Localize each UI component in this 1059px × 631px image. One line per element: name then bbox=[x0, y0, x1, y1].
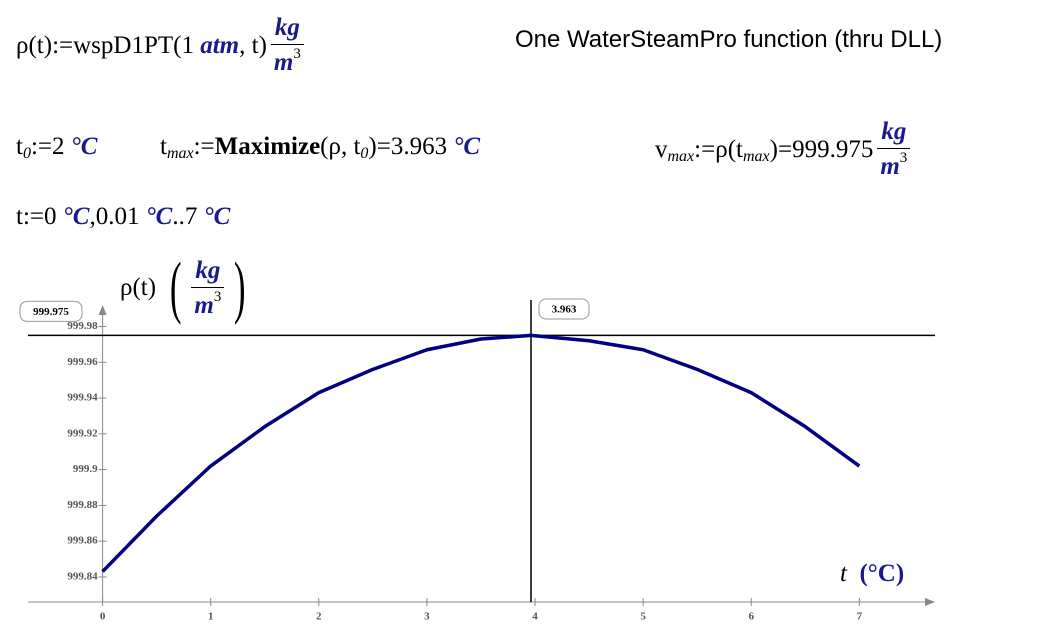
x-axis-arrow bbox=[925, 598, 935, 606]
math: (1 bbox=[173, 31, 201, 59]
y-axis-label: ρ(t) ( kg m3 ) bbox=[120, 249, 246, 326]
subscript: 0 bbox=[22, 145, 31, 162]
y-axis-arrow bbox=[98, 305, 107, 315]
x-tick-label: 6 bbox=[748, 611, 754, 623]
unit-fraction: kg m3 bbox=[270, 14, 304, 77]
result: 3.963 bbox=[390, 133, 448, 160]
y-tick-label: 999.92 bbox=[67, 427, 98, 439]
subscript: max bbox=[667, 147, 695, 165]
equation: t 0:= 2 °C bbox=[16, 133, 98, 162]
math: = bbox=[777, 135, 793, 163]
math: v bbox=[655, 135, 668, 163]
math: , bbox=[89, 203, 96, 230]
equation: t max:= Maximize (ρ, t 0) = 3.963 °C bbox=[160, 133, 481, 162]
subscript: 0 bbox=[360, 145, 369, 162]
x-tick-label: 7 bbox=[857, 611, 863, 623]
x-tick-label: 5 bbox=[640, 611, 646, 623]
math: ρ(t) bbox=[16, 31, 53, 59]
exponent: 3 bbox=[899, 150, 908, 166]
unit: m bbox=[273, 49, 294, 76]
unit: m bbox=[880, 153, 900, 180]
math: Maximize bbox=[214, 133, 321, 160]
marker-label-box bbox=[19, 300, 83, 322]
math: t bbox=[840, 560, 847, 587]
math: ρ bbox=[715, 135, 728, 163]
unit: °C bbox=[453, 133, 481, 160]
unit: °C bbox=[203, 203, 231, 230]
marker-label-box bbox=[538, 298, 590, 320]
unit: °C bbox=[62, 203, 90, 230]
unit: kg bbox=[877, 118, 911, 149]
marker-label: 999.975 bbox=[33, 306, 69, 318]
exponent: 3 bbox=[213, 288, 222, 305]
unit-fraction: kg m3 bbox=[191, 257, 225, 320]
y-tick-label: 999.9 bbox=[73, 463, 98, 475]
x-axis-label: t (°C) bbox=[840, 560, 904, 588]
y-tick-label: 999.94 bbox=[67, 392, 98, 404]
math: := bbox=[22, 203, 44, 230]
math: := bbox=[30, 133, 52, 160]
math: 7 bbox=[184, 203, 198, 230]
math: t bbox=[16, 203, 23, 230]
math: 0 bbox=[44, 203, 57, 230]
math: ) bbox=[368, 133, 377, 160]
unit: m bbox=[194, 291, 214, 319]
y-tick-label: 999.84 bbox=[67, 570, 98, 582]
unit: atm bbox=[200, 31, 240, 59]
y-tick-label: 999.96 bbox=[67, 356, 98, 368]
note: One WaterSteamPro function (thru DLL) bbox=[515, 26, 943, 53]
math: , t) bbox=[239, 31, 267, 59]
math: .. bbox=[172, 203, 185, 230]
subscript: max bbox=[166, 145, 194, 162]
unit: kg bbox=[270, 14, 304, 45]
unit: °C bbox=[70, 133, 98, 160]
x-tick-label: 4 bbox=[532, 611, 538, 623]
math: wspD1PT bbox=[73, 31, 174, 59]
x-tick-label: 1 bbox=[208, 611, 214, 623]
equation: t:= 0 °C, 0.01 °C.. 7 °C bbox=[16, 203, 230, 231]
unit: °C bbox=[145, 203, 173, 230]
unit: kg bbox=[191, 257, 225, 288]
math: := bbox=[193, 133, 215, 160]
result: 999.975 bbox=[792, 135, 874, 163]
math: (t bbox=[727, 135, 743, 163]
x-tick-label: 2 bbox=[316, 611, 322, 623]
y-tick-label: 999.98 bbox=[67, 320, 98, 332]
exponent: 3 bbox=[293, 46, 301, 62]
unit-fraction: kg m3 bbox=[877, 118, 911, 181]
math: t bbox=[16, 133, 23, 160]
curve bbox=[101, 333, 861, 573]
subscript: max bbox=[742, 147, 770, 165]
x-tick-label: 0 bbox=[100, 611, 106, 623]
math: := bbox=[52, 31, 74, 59]
y-tick-label: 999.86 bbox=[67, 535, 98, 547]
math: := bbox=[694, 135, 716, 163]
unit: (°C) bbox=[859, 560, 905, 587]
math: ) bbox=[769, 135, 778, 163]
equation: v max:= ρ (t max) = 999.975 kg m3 bbox=[655, 118, 914, 181]
math: t bbox=[160, 133, 167, 160]
math: = bbox=[376, 133, 391, 160]
marker-label: 3.963 bbox=[552, 304, 577, 316]
math: 0.01 bbox=[95, 203, 140, 230]
y-tick-label: 999.88 bbox=[67, 499, 98, 511]
math: 2 bbox=[52, 133, 65, 160]
math: ρ(t) bbox=[120, 274, 157, 301]
equation: ρ(t):= wspD1PT (1 atm, t) kg m3 bbox=[16, 14, 308, 77]
x-tick-label: 3 bbox=[424, 611, 430, 623]
math: (ρ, t bbox=[320, 133, 361, 160]
